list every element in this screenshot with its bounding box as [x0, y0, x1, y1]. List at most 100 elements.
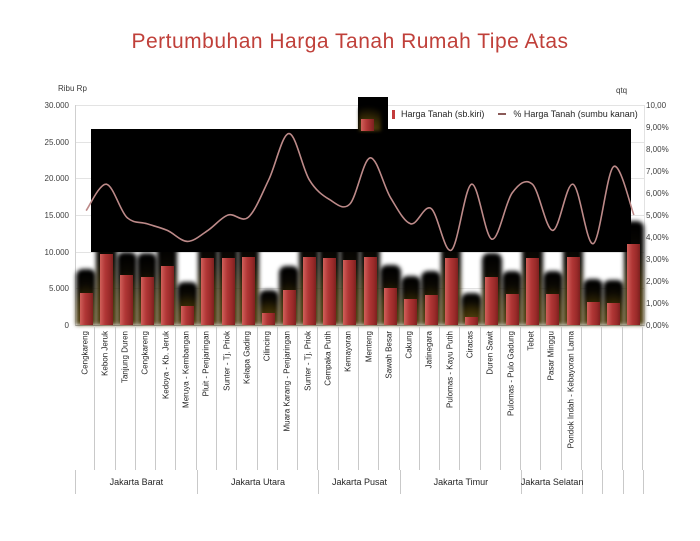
left-axis-tick: 20.000 [44, 174, 69, 184]
left-axis-title: Ribu Rp [58, 84, 87, 93]
category-label: Sawah Besar [384, 331, 394, 379]
right-axis-tick: 2,00% [646, 277, 669, 286]
category-label: Menteng [364, 331, 374, 363]
bar [546, 294, 560, 325]
legend-label: Harga Tanah (sb.kiri) [401, 109, 485, 119]
bar [160, 265, 174, 325]
category-label: Jatinegara [424, 331, 434, 369]
bar [343, 259, 357, 325]
black-band [91, 129, 631, 252]
left-axis-tick: 25.000 [44, 137, 69, 147]
category-cell: Sunter - Tj. Priok [298, 327, 319, 470]
bar [505, 294, 519, 325]
group-cell-empty [583, 470, 604, 494]
bar [181, 305, 195, 325]
category-label: Ciracas [465, 331, 475, 359]
category-cell: Sawah Besar [379, 327, 400, 470]
category-label: Pondok Indah - Kebayoran Lama [566, 331, 576, 449]
bar [363, 256, 377, 325]
category-label: Cengkareng [140, 331, 150, 375]
bar [566, 256, 580, 325]
category-cell: Tanjung Duren [116, 327, 136, 470]
category-cell: Kebon Jeruk [95, 327, 116, 470]
category-cell: Kelapa Gading [237, 327, 258, 470]
category-cell: Pondok Indah - Kebayoran Lama [562, 327, 583, 470]
category-label: Kemayoran [343, 331, 353, 372]
group-label: Jakarta Utara [198, 470, 320, 494]
right-axis-tick: 10,00 [646, 101, 667, 110]
bar [323, 258, 337, 325]
right-axis-tick: 4,00% [646, 233, 669, 242]
group-label: Jakarta Timur [401, 470, 523, 494]
bar [465, 316, 479, 325]
left-axis-tick: 30.000 [44, 101, 69, 110]
category-cell: Cilincing [258, 327, 278, 470]
bar [79, 292, 93, 325]
category-cell: Sunter - Tj. Priok [217, 327, 238, 470]
category-cell: Meruya - Kembangan [176, 327, 197, 470]
right-axis-tick: 6,00% [646, 189, 669, 198]
category-cell: Cengkareng [136, 327, 157, 470]
category-cell: Jatinegara [420, 327, 441, 470]
category-label: Muara Karang - Penjaringan [282, 331, 292, 432]
left-axis-tick: 0 [64, 321, 69, 330]
category-cell [582, 327, 603, 470]
category-axis: Cengkareng Kebon Jeruk Tanjung Duren Cengka… [75, 327, 643, 470]
category-label: Cengkareng [80, 331, 90, 375]
category-label: Cempaka Putih [323, 331, 333, 386]
category-label: Meruya - Kembangan [181, 331, 191, 408]
right-axis-tick: 8,00% [646, 145, 669, 154]
category-label: Pluit - Penjaringan [201, 331, 211, 397]
category-cell: Cakung [400, 327, 420, 470]
bar [404, 299, 418, 325]
category-label: Cakung [404, 331, 414, 359]
category-cell: Pluit - Penjaringan [197, 327, 217, 470]
right-axis-tick: 0,00% [646, 321, 669, 330]
bar [221, 258, 235, 325]
legend-label: % Harga Tanah (sumbu kanan) [513, 109, 638, 119]
left-axis-tick: 10.000 [44, 247, 69, 257]
bar [607, 303, 621, 325]
plot-area [75, 105, 645, 326]
category-cell: Kemayoran [339, 327, 359, 470]
group-label: Jakarta Barat [76, 470, 198, 494]
group-cell-empty [603, 470, 624, 494]
right-axis-tick: 7,00% [646, 167, 669, 176]
category-label: Cilincing [262, 331, 272, 362]
bar-tick-icon [392, 109, 395, 119]
bar [424, 294, 438, 325]
bar [485, 276, 499, 325]
bar [241, 256, 255, 325]
category-label: Pulomas - Kayu Putih [445, 331, 455, 408]
category-cell: Menteng [359, 327, 380, 470]
bar [140, 276, 154, 325]
bar [120, 275, 134, 325]
group-label: Jakarta Selatan [521, 470, 583, 494]
group-axis: Jakarta Barat Jakarta Utara Jakarta Pusat J… [75, 470, 644, 494]
category-label: Pasar Minggu [546, 331, 556, 381]
category-cell: Kedoya - Kb. Jeruk [156, 327, 177, 470]
category-cell: Cengkareng [75, 327, 96, 470]
legend: Harga Tanah (sb.kiri) % Harga Tanah (sum… [358, 96, 638, 132]
bar [302, 256, 316, 325]
right-axis-tick: 9,00% [646, 123, 669, 132]
bar [201, 258, 215, 325]
right-axis-tick: 3,00% [646, 255, 669, 264]
category-label: Pulomas - Pulo Gadung [506, 331, 516, 416]
bar [586, 302, 600, 325]
legend-item-line: % Harga Tanah (sumbu kanan) [498, 109, 638, 119]
bar [383, 288, 397, 325]
category-label: Sunter - Tj. Priok [303, 331, 313, 391]
group-label: Jakarta Pusat [319, 470, 401, 494]
bar-swatch-icon [358, 97, 388, 131]
right-axis-tick: 1,00% [646, 299, 669, 308]
right-axis-tick: 5,00% [646, 211, 669, 220]
category-label: Sunter - Tj. Priok [222, 331, 232, 391]
legend-item-bar: Harga Tanah (sb.kiri) [358, 97, 484, 131]
category-label: Duren Sawit [485, 331, 495, 375]
category-cell [602, 327, 623, 470]
category-label: Tanjung Duren [120, 331, 130, 384]
line-dash-icon [498, 113, 507, 115]
left-axis-tick: 5.000 [48, 284, 69, 294]
